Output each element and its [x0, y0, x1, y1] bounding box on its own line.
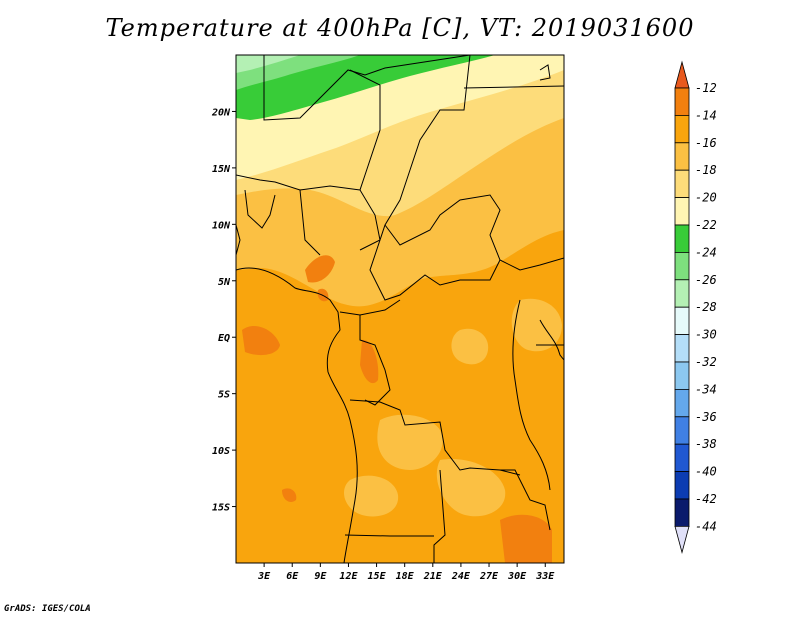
colorbar-label: -26 [695, 273, 717, 287]
colorbar-label: -36 [695, 410, 717, 424]
hot-patch-5 [282, 488, 297, 502]
lat-label: 10N [212, 220, 231, 231]
temperature-field [236, 55, 564, 563]
colorbar-label: -38 [695, 437, 717, 451]
colorbar-label: -34 [695, 382, 717, 396]
grads-credit: GrADS: IGES/COLA [4, 604, 91, 614]
lat-label: 20N [211, 107, 231, 118]
colorbar-label: -40 [695, 465, 717, 479]
patch-south-5 [451, 328, 489, 365]
lon-label: 9E [314, 571, 327, 582]
colorbar-label: -12 [695, 81, 717, 95]
lon-label: 15E [368, 571, 387, 582]
colorbar-label: -30 [695, 328, 717, 342]
colorbar-swatch [674, 306, 690, 336]
lon-label: 21E [423, 571, 443, 582]
colorbar-swatch [674, 224, 690, 253]
colorbar-swatch [674, 443, 690, 473]
colorbar-swatch [674, 498, 690, 527]
colorbar-label: -28 [695, 300, 717, 314]
longitude-labels: 3E 6E 9E 12E 15E 18E 21E 24E 27E 30E 33E [257, 563, 555, 582]
hot-patch-3 [360, 339, 379, 384]
colorbar-swatch [674, 87, 690, 116]
colorbar-label: -20 [695, 191, 717, 205]
colorbar-swatch [674, 169, 690, 198]
lat-label: 15S [212, 503, 230, 514]
lat-label: 15N [212, 164, 231, 175]
colorbar-swatch [674, 251, 690, 281]
colorbar-top-arrow [674, 60, 690, 89]
hot-patch-2 [305, 255, 335, 283]
map-title: Temperature at 400hPa [C], VT: 201903160… [105, 14, 695, 42]
colorbar-swatch [674, 334, 690, 363]
colorbar-swatch [674, 279, 690, 308]
lat-label: 5S [218, 390, 230, 401]
colorbar-label: -18 [695, 163, 717, 177]
map-frame [235, 54, 565, 564]
colorbar-swatch [674, 471, 690, 500]
patch-south-3 [511, 298, 562, 352]
patch-south-1 [377, 414, 443, 470]
lat-label: 5N [218, 277, 231, 288]
colorbar-label: -14 [695, 108, 717, 122]
lon-label: 27E [479, 571, 499, 582]
colorbar-bottom-arrow [674, 526, 690, 554]
band-minus26 [236, 55, 300, 73]
hot-patch-1 [242, 325, 280, 356]
patch-south-2 [436, 459, 506, 517]
colorbar-label: -22 [695, 218, 717, 232]
lon-label: 24E [451, 571, 471, 582]
patch-south-4 [343, 475, 399, 517]
colorbar-label: -44 [695, 519, 717, 533]
colorbar-label: -16 [695, 136, 717, 150]
colorbar-swatch [674, 361, 690, 390]
lat-label: 10S [212, 446, 230, 457]
colorbar-swatch [674, 388, 690, 418]
lon-label: 6E [286, 571, 299, 582]
colorbar-swatch [674, 142, 690, 171]
latitude-labels: 20N 15N 10N 5N EQ 5S 10S 15S [211, 107, 236, 514]
hot-patch-4 [500, 514, 552, 563]
colorbar-swatch [674, 416, 690, 445]
colorbar-label: -24 [695, 245, 717, 259]
colorbar-label: -42 [695, 492, 717, 506]
lon-label: 12E [339, 571, 358, 582]
lon-label: 30E [507, 571, 527, 582]
lon-label: 18E [396, 571, 415, 582]
lat-label: EQ [218, 333, 230, 344]
country-borders [236, 55, 564, 563]
colorbar: -12 -14 -16 -18 -20 -22 -24 -26 -28 -30 -32 -34 -36 -… [674, 60, 717, 554]
colorbar-swatch [674, 197, 690, 226]
colorbar-swatch [674, 115, 690, 144]
colorbar-label: -32 [695, 355, 717, 369]
lon-label: 33E [535, 571, 555, 582]
lon-label: 3E [257, 571, 271, 582]
